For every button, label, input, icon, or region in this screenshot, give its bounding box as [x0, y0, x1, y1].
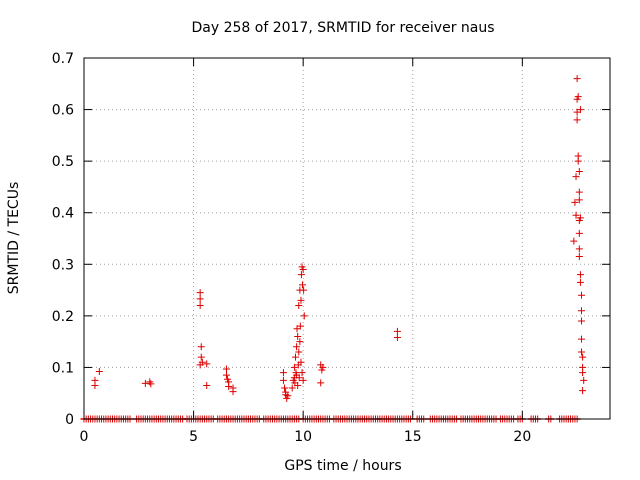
x-tick-label: 20	[513, 429, 531, 445]
data-point	[297, 296, 305, 304]
y-tick-label: 0.3	[52, 257, 74, 273]
data-point	[578, 317, 586, 325]
data-point	[300, 312, 308, 320]
data-point	[299, 376, 307, 384]
data-point	[91, 376, 99, 384]
x-tick-label: 0	[80, 429, 89, 445]
data-point	[576, 106, 584, 114]
data-point	[225, 383, 233, 391]
y-tick-label: 0.5	[52, 154, 74, 170]
data-point	[281, 384, 289, 392]
data-point	[279, 369, 287, 377]
data-point	[578, 307, 586, 315]
x-tick-label: 10	[294, 429, 312, 445]
data-point	[197, 343, 205, 351]
data-point	[317, 379, 325, 387]
plot-frame	[83, 57, 611, 420]
y-tick-label: 0.2	[52, 309, 74, 325]
data-point	[229, 388, 237, 396]
data-point	[575, 196, 583, 204]
data-point	[576, 214, 584, 222]
data-point	[393, 334, 401, 342]
data-point	[579, 387, 587, 395]
data-point	[293, 343, 301, 351]
data-point	[203, 360, 211, 368]
data-point	[575, 229, 583, 237]
data-point	[300, 286, 308, 294]
axis-ticks: 0 0.1 0.2 0.3 0.4 0.5 0.6 0.7 0 5 10 15 20	[52, 51, 610, 445]
data-point	[288, 384, 296, 392]
chart-title: Day 258 of 2017, SRMTID for receiver nau…	[191, 20, 494, 36]
data-point	[291, 353, 299, 361]
data-point	[197, 353, 205, 361]
data-point	[573, 116, 581, 124]
data-point	[570, 237, 578, 245]
data-point	[319, 363, 327, 371]
data-point	[297, 271, 305, 279]
data-points	[91, 75, 588, 402]
data-point	[293, 371, 301, 379]
data-point	[290, 363, 298, 371]
x-tick-label: 15	[404, 429, 422, 445]
data-point	[299, 265, 307, 273]
data-point	[574, 157, 582, 165]
data-point	[296, 338, 304, 346]
data-point	[284, 392, 292, 400]
data-point	[579, 353, 587, 361]
data-point	[574, 93, 582, 101]
data-point	[575, 253, 583, 261]
data-point	[294, 381, 302, 389]
data-point	[141, 379, 149, 387]
grid-lines	[84, 58, 610, 419]
data-point	[222, 365, 230, 373]
data-point	[203, 381, 211, 389]
data-point	[298, 369, 306, 377]
data-point	[576, 271, 584, 279]
y-tick-label: 0.7	[52, 51, 74, 67]
data-point	[578, 291, 586, 299]
data-point	[575, 188, 583, 196]
data-point	[578, 348, 586, 356]
x-axis-label: GPS time / hours	[284, 458, 401, 474]
data-point	[575, 245, 583, 253]
data-point	[198, 358, 206, 366]
x-tick-label: 5	[189, 429, 198, 445]
data-point	[573, 75, 581, 83]
data-point	[572, 211, 580, 219]
data-point	[578, 335, 586, 343]
y-tick-label: 0.6	[52, 103, 74, 119]
data-point	[297, 358, 305, 366]
data-point	[295, 348, 303, 356]
data-point	[95, 368, 103, 376]
data-point	[575, 167, 583, 175]
data-point	[571, 198, 579, 206]
data-point	[299, 281, 307, 289]
y-tick-label: 0	[65, 412, 74, 428]
y-tick-label: 0.4	[52, 206, 74, 222]
data-point	[196, 302, 204, 310]
y-tick-label: 0.1	[52, 360, 74, 376]
data-point	[294, 332, 302, 340]
data-point	[196, 295, 204, 303]
data-point	[572, 173, 580, 181]
data-point	[279, 376, 287, 384]
y-axis-label: SRMTID / TECUs	[6, 182, 22, 295]
data-point	[147, 380, 155, 388]
data-point	[296, 322, 304, 330]
data-point	[580, 376, 588, 384]
data-point	[295, 302, 303, 310]
data-point	[222, 371, 230, 379]
data-point	[576, 278, 584, 286]
data-point	[196, 289, 204, 297]
data-point	[579, 369, 587, 377]
data-point	[393, 327, 401, 335]
